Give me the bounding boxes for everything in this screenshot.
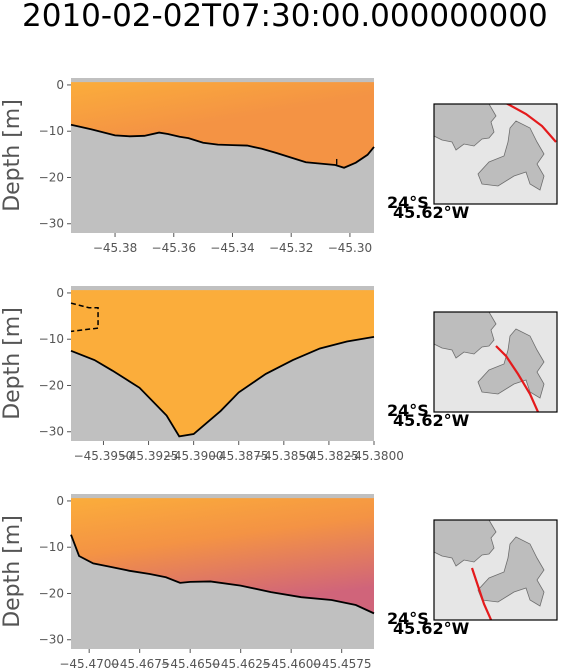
map-latitude-label: 24°S — [387, 401, 429, 420]
figure-title: 2010-02-02T07:30:00.000000000 — [22, 0, 548, 34]
y-tick-label: −20 — [39, 378, 64, 392]
depth-panel-1: 0 −10 −20 −30 −45.38 −45.36 −45.34 −45.32 −45.30… — [0, 78, 375, 255]
map-frame — [433, 103, 558, 205]
landmass — [477, 536, 545, 607]
depth-panel-3: 0−10−20−30−45.4700−45.4675−45.4650−45.46… — [0, 494, 375, 670]
map-content — [434, 104, 557, 204]
water-column-fill — [71, 82, 374, 168]
map-frame — [433, 311, 558, 413]
depth-panel-2: 0−10−20−30−45.3950−45.3925−45.3900−45.38… — [0, 286, 404, 463]
transect-track — [470, 567, 493, 620]
y-tick-label: −30 — [39, 425, 64, 439]
x-tick-label: −45.4625 — [211, 657, 271, 670]
x-tick-label: −45.4700 — [59, 657, 119, 670]
bottom-profile-line — [70, 336, 375, 438]
map-content — [434, 520, 557, 620]
location-map-1: 24°S45.62°W — [387, 103, 558, 222]
x-tick-label: −45.36 — [152, 241, 196, 255]
y-tick-label: −30 — [39, 217, 64, 231]
y-tick-label: −10 — [39, 124, 64, 138]
landmass — [477, 120, 545, 191]
y-tick-label: 0 — [56, 286, 64, 300]
map-latitude-label: 24°S — [387, 609, 429, 628]
y-tick-label: −20 — [39, 170, 64, 184]
y-tick-label: 0 — [56, 494, 64, 508]
dashed-contour — [70, 302, 99, 333]
x-tick-label: −45.4575 — [312, 657, 372, 670]
x-tick-label: −45.4675 — [110, 657, 170, 670]
map-longitude-label: 45.62°W — [393, 411, 470, 430]
y-tick-label: −30 — [39, 633, 64, 647]
water-column-fill — [71, 290, 374, 437]
x-tick-label: −45.3950 — [74, 449, 134, 463]
location-map-3: 24°S45.62°W — [387, 519, 558, 638]
x-tick-label: −45.32 — [269, 241, 313, 255]
transect-track — [505, 104, 557, 143]
x-tick-label: −45.34 — [210, 241, 254, 255]
y-axis-label: Depth [m] — [0, 307, 25, 420]
bottom-profile-line — [70, 534, 375, 615]
y-tick-label: 0 — [56, 78, 64, 92]
y-axis-label: Depth [m] — [0, 515, 25, 628]
map-longitude-label: 45.62°W — [393, 619, 470, 638]
landmass — [434, 104, 497, 151]
landmass — [434, 312, 497, 359]
y-tick-label: −20 — [39, 586, 64, 600]
x-tick-label: −45.4650 — [160, 657, 220, 670]
x-tick-label: −45.3800 — [344, 449, 404, 463]
x-tick-label: −45.3925 — [119, 449, 179, 463]
y-tick-label: −10 — [39, 540, 64, 554]
y-tick-label: −10 — [39, 332, 64, 346]
x-tick-label: −45.30 — [328, 241, 372, 255]
transect-track — [495, 345, 540, 412]
x-tick-label: −45.3850 — [254, 449, 314, 463]
map-longitude-label: 45.62°W — [393, 203, 470, 222]
map-latitude-label: 24°S — [387, 193, 429, 212]
x-tick-label: −45.3875 — [209, 449, 269, 463]
bottom-profile-line — [70, 123, 375, 169]
x-tick-label: −45.3825 — [299, 449, 359, 463]
x-tick-label: −45.38 — [93, 241, 137, 255]
location-map-2: 24°S45.62°W — [387, 311, 558, 430]
map-content — [434, 312, 557, 412]
x-tick-label: −45.4600 — [261, 657, 321, 670]
map-frame — [433, 519, 558, 621]
water-column-fill — [71, 498, 374, 614]
landmass — [434, 520, 497, 567]
y-axis-label: Depth [m] — [0, 99, 25, 212]
x-tick-label: −45.3900 — [164, 449, 224, 463]
